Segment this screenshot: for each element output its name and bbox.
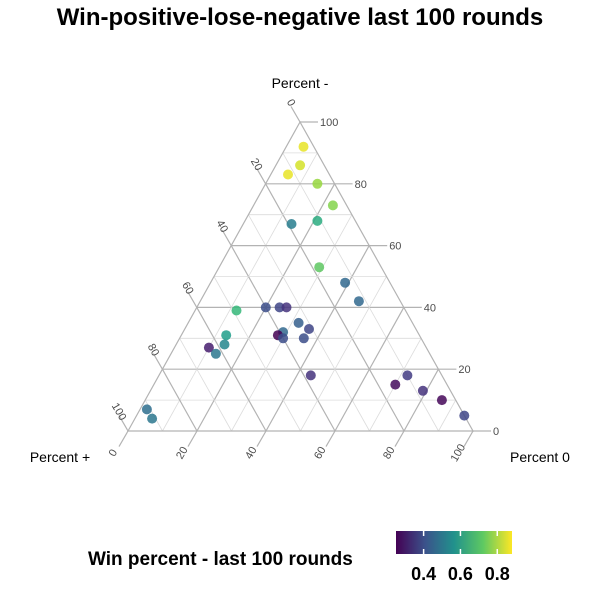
data-point	[353, 296, 364, 307]
tick-label-minus: 100	[320, 117, 338, 129]
tick-mark-zero	[463, 430, 474, 447]
grid-line-plus-80	[161, 368, 198, 432]
grid-line-plus-50	[213, 276, 301, 432]
data-point	[231, 305, 242, 316]
tick-mark-zero	[325, 430, 336, 447]
tick-label-plus: 40	[214, 218, 231, 235]
chart-title: Win-positive-lose-negative last 100 roun…	[56, 4, 544, 31]
data-point	[459, 410, 470, 421]
tick-label-plus: 0	[284, 97, 297, 108]
tick-label-minus: 80	[355, 179, 367, 191]
axis-label-left: Percent +	[30, 449, 90, 465]
colorbar	[396, 531, 512, 554]
data-point	[281, 302, 292, 313]
data-point	[304, 324, 314, 334]
axis-label-top: Percent -	[272, 75, 329, 91]
tick-label-minus: 20	[458, 364, 470, 376]
data-point	[298, 141, 309, 152]
colorbar-gradient	[396, 531, 512, 554]
data-point	[147, 413, 158, 424]
data-point	[298, 333, 309, 344]
colorbar-tick-label: 0.4	[411, 564, 437, 584]
tick-label-zero: 0	[107, 447, 120, 458]
tick-mark-plus	[256, 167, 267, 185]
tick-label-plus: 100	[109, 401, 129, 423]
data-point	[327, 200, 338, 211]
tick-mark-plus	[187, 291, 198, 308]
data-point	[203, 342, 214, 353]
data-point	[210, 348, 221, 359]
tick-label-zero: 20	[174, 445, 191, 462]
data-point	[312, 178, 323, 189]
tick-mark-plus	[290, 106, 301, 123]
tick-mark-zero	[118, 430, 129, 447]
tick-mark-zero	[187, 430, 198, 447]
data-point	[402, 370, 413, 381]
grid-line-plus-30	[248, 214, 370, 432]
tick-label-plus: 60	[179, 280, 196, 297]
data-point	[295, 160, 306, 171]
grid-line-zero-30	[231, 214, 353, 432]
data-point	[286, 219, 297, 229]
colorbar-tick-label: 0.8	[484, 564, 510, 584]
data-point	[219, 339, 230, 350]
tick-label-minus: 40	[424, 302, 436, 314]
grid-line-plus-70	[179, 338, 232, 432]
data-point	[305, 370, 316, 381]
grid-line-zero-50	[300, 276, 387, 432]
tick-label-zero: 80	[381, 445, 398, 462]
axis-label-right: Percent 0	[510, 449, 570, 465]
data-point	[293, 317, 304, 328]
colorbar-tick-label: 0.6	[447, 564, 473, 584]
tick-label-zero: 40	[243, 445, 260, 462]
grid-line-plus-10	[282, 152, 439, 432]
tick-mark-zero	[256, 430, 267, 447]
grid-lines	[118, 106, 491, 447]
data-point	[141, 404, 152, 415]
tick-label-minus: 60	[389, 241, 401, 253]
tick-mark-plus	[152, 353, 163, 370]
data-point	[274, 302, 285, 313]
data-point	[283, 169, 293, 180]
data-point	[314, 262, 325, 273]
data-point	[221, 330, 232, 341]
data-point	[260, 302, 271, 313]
data-point	[278, 333, 289, 344]
grid-line-zero-10	[162, 152, 318, 432]
grid-line-zero-80	[403, 368, 439, 432]
tick-mark-zero	[394, 430, 405, 447]
tick-label-minus: 0	[493, 426, 499, 438]
grid-line-zero-60	[334, 307, 405, 432]
data-point	[417, 385, 428, 396]
data-point	[340, 277, 351, 288]
tick-label-zero: 60	[312, 445, 329, 462]
triangle-border	[126, 120, 475, 432]
tick-mark-plus	[118, 415, 129, 432]
data-point	[436, 395, 447, 406]
data-point	[390, 379, 401, 390]
grid-line-plus-60	[196, 307, 267, 432]
colorbar-tickmarks	[422, 531, 499, 554]
tick-label-plus: 80	[145, 342, 162, 359]
data-point	[312, 215, 323, 226]
data-points	[141, 141, 470, 424]
tick-label-plus: 20	[248, 156, 265, 173]
tick-mark-plus	[221, 229, 232, 246]
grid-line-zero-90	[438, 399, 457, 432]
legend-title: Win percent - last 100 rounds	[88, 549, 353, 570]
